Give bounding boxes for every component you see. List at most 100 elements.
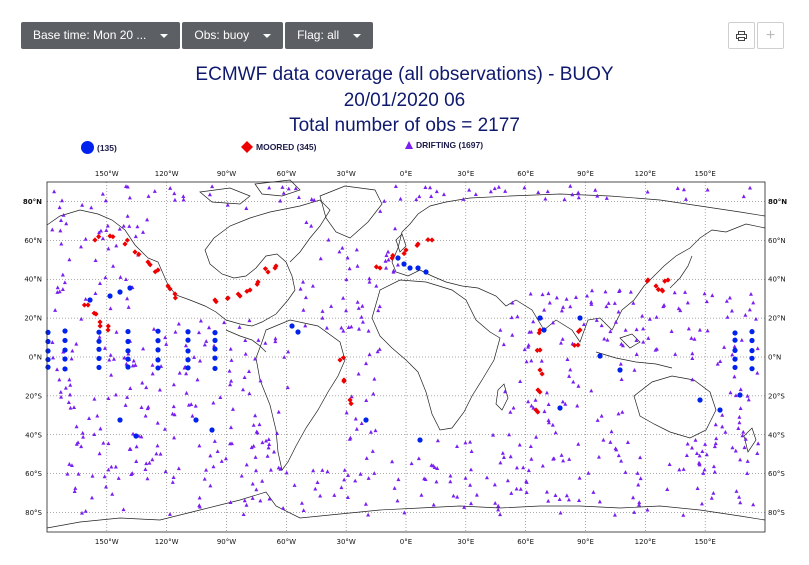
drifting-buoy-marker: [229, 425, 234, 430]
drifting-buoy-marker: [74, 341, 79, 346]
drifting-buoy-marker: [172, 197, 177, 202]
drifting-buoy-marker: [510, 300, 515, 305]
drifting-buoy-marker: [733, 393, 738, 398]
drifting-buoy-marker: [98, 281, 103, 286]
drifting-buoy-marker: [241, 387, 246, 392]
moored-buoy-marker: [235, 291, 241, 297]
drifting-buoy-marker: [724, 299, 729, 303]
drifting-buoy-marker: [106, 246, 111, 251]
drifting-buoy-marker: [244, 502, 249, 507]
drifting-buoy-marker: [109, 372, 114, 377]
buoy-marker: [45, 356, 51, 363]
drifting-buoy-marker: [309, 223, 314, 228]
drifting-buoy-marker: [267, 496, 272, 501]
lon-tick-label: 120°E: [635, 538, 656, 546]
drifting-buoy-marker: [738, 457, 743, 462]
lon-tick-label: 60°W: [277, 538, 296, 546]
drifting-buoy-marker: [208, 453, 213, 458]
buoy-marker: [212, 337, 218, 343]
drifting-buoy-marker: [616, 309, 621, 314]
drifting-buoy-marker: [372, 376, 377, 381]
drifting-buoy-marker: [377, 304, 382, 309]
drifting-buoy-marker: [243, 351, 248, 356]
drifting-buoy-marker: [222, 320, 227, 325]
drifting-buoy-marker: [676, 306, 681, 311]
drifting-buoy-marker: [260, 440, 265, 445]
drifting-buoy-marker: [468, 482, 473, 487]
drifting-buoy-marker: [738, 500, 743, 505]
drifting-buoy-marker: [318, 256, 323, 261]
moored-buoy-marker: [91, 310, 97, 316]
drifting-buoy-marker: [641, 326, 646, 331]
drifting-buoy-marker: [696, 460, 701, 465]
drifting-buoy-marker: [242, 498, 247, 503]
drifting-buoy-marker: [299, 500, 304, 505]
drifting-buoy-marker: [384, 253, 389, 257]
drifting-buoy-marker: [358, 471, 363, 476]
moored-buoy-marker: [172, 291, 178, 297]
drifting-buoy-marker: [723, 429, 728, 434]
drifting-buoy-marker: [619, 377, 624, 382]
drifting-buoy-marker: [702, 467, 707, 472]
lon-tick-label: 90°E: [577, 170, 594, 178]
drifting-buoy-marker: [524, 490, 529, 495]
plus-icon: +: [765, 26, 776, 44]
drifting-buoy-marker: [68, 392, 73, 397]
drifting-buoy-marker: [108, 306, 113, 311]
drifting-buoy-marker: [634, 327, 639, 332]
drifting-buoy-marker: [647, 316, 652, 321]
buoy-marker: [96, 329, 102, 335]
drifting-buoy-marker: [219, 459, 224, 463]
drifting-buoy-marker: [101, 440, 106, 445]
buoy-marker: [697, 397, 703, 403]
lon-tick-label: 120°W: [155, 170, 179, 178]
drifting-buoy-marker: [263, 340, 268, 345]
drifting-buoy-marker: [83, 236, 88, 241]
print-icon: [736, 30, 747, 41]
drifting-buoy-marker: [429, 194, 434, 198]
drifting-buoy-marker: [748, 291, 753, 296]
drifting-buoy-marker: [508, 454, 513, 459]
drifting-buoy-marker: [164, 342, 169, 346]
moored-buoy-marker: [425, 237, 431, 243]
flag-dropdown[interactable]: Flag: all: [285, 22, 374, 49]
drifting-buoy-marker: [591, 490, 596, 494]
base-time-label: Base time: Mon 20 ...: [33, 28, 147, 42]
buoy-marker: [117, 289, 123, 295]
drifting-buoy-marker: [345, 495, 350, 500]
drifting-buoy-marker: [114, 243, 119, 248]
drifting-buoy-marker: [223, 456, 228, 461]
legend-item-unknown: (135): [80, 140, 117, 155]
drifting-buoy-marker: [59, 198, 64, 203]
add-button[interactable]: +: [757, 22, 784, 49]
drifting-buoy-marker: [370, 449, 375, 453]
moored-buoy-marker: [340, 355, 347, 361]
drifting-buoy-marker: [590, 288, 595, 293]
drifting-buoy-marker: [373, 428, 378, 433]
obs-dropdown[interactable]: Obs: buoy: [182, 22, 284, 49]
base-time-dropdown[interactable]: Base time: Mon 20 ...: [21, 22, 181, 49]
drifting-buoy-marker: [681, 187, 686, 192]
moored-buoy-marker: [136, 251, 142, 257]
print-button[interactable]: [728, 22, 755, 49]
map-frame: [46, 181, 766, 533]
drifting-buoy-marker: [72, 405, 77, 410]
drifting-buoy-marker: [712, 469, 717, 474]
drifting-buoy-marker: [211, 400, 216, 405]
moored-buoy-marker: [655, 286, 661, 293]
drifting-buoy-marker: [753, 316, 758, 321]
drifting-buoy-marker: [376, 308, 381, 313]
drifting-buoy-marker: [730, 352, 735, 357]
drifting-buoy-marker: [395, 498, 400, 503]
drifting-buoy-marker: [463, 475, 468, 480]
drifting-buoy-marker: [545, 189, 550, 194]
drifting-buoy-marker: [640, 313, 645, 318]
drifting-buoy-marker: [168, 186, 173, 190]
drifting-buoy-marker: [95, 413, 100, 418]
chevron-down-icon: [160, 33, 169, 38]
drifting-buoy-marker: [522, 347, 527, 352]
drifting-buoy-marker: [646, 336, 651, 340]
drifting-buoy-marker: [371, 391, 376, 396]
drifting-buoy-marker: [693, 437, 698, 442]
moored-buoy-marker: [337, 357, 343, 363]
